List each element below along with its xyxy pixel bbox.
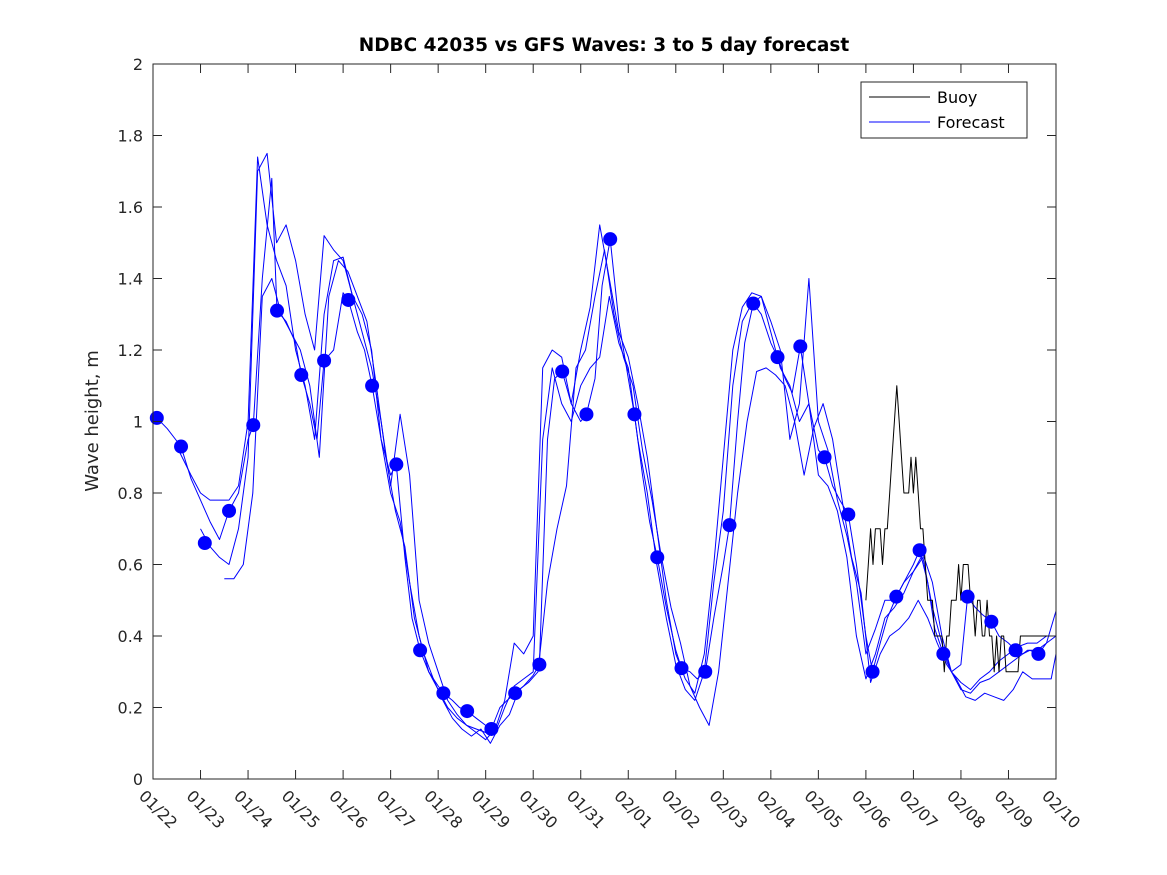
forecast-marker: [270, 303, 285, 318]
y-tick-label: 1.2: [118, 341, 143, 360]
x-tick-label: 02/02: [658, 786, 704, 832]
forecast-marker: [413, 643, 428, 658]
forecast-marker: [889, 589, 904, 604]
forecast-marker: [722, 518, 737, 533]
forecast-marker: [674, 661, 689, 676]
legend-buoy-label: Buoy: [937, 88, 977, 107]
x-tick-label: 01/23: [183, 786, 229, 832]
y-tick-label: 0.8: [118, 484, 143, 503]
forecast-marker: [149, 410, 164, 425]
x-tick-label: 01/29: [468, 786, 514, 832]
forecast-series-line: [200, 152, 1057, 741]
x-tick-label: 02/03: [705, 786, 751, 832]
forecast-marker: [508, 686, 523, 701]
buoy-series-line: [865, 385, 1056, 673]
forecast-series-line: [224, 249, 1057, 744]
forecast-marker: [770, 350, 785, 365]
x-tick-label: 02/09: [991, 786, 1037, 832]
forecast-marker: [793, 339, 808, 354]
x-tick-label: 01/24: [230, 786, 276, 832]
forecast-marker: [222, 503, 237, 518]
x-tick-label: 02/01: [610, 786, 656, 832]
forecast-marker: [555, 364, 570, 379]
forecast-marker: [365, 378, 380, 393]
forecast-marker: [317, 353, 332, 368]
forecast-marker: [650, 550, 665, 565]
x-tick-label: 02/08: [943, 786, 989, 832]
legend-forecast-label: Forecast: [937, 113, 1005, 132]
y-tick-label: 1: [133, 413, 143, 432]
legend: Buoy Forecast: [860, 81, 1028, 139]
forecast-marker: [484, 721, 499, 736]
forecast-marker: [460, 704, 475, 719]
forecast-series-line: [176, 156, 1056, 733]
forecast-marker: [960, 589, 975, 604]
forecast-marker: [174, 439, 189, 454]
x-tick-label: 01/25: [278, 786, 324, 832]
x-tick-label: 01/31: [563, 786, 609, 832]
forecast-marker: [579, 407, 594, 422]
x-tick-label: 01/27: [373, 786, 419, 832]
axis-ticks: 01/22 01/23 01/24 01/25 01/26 01/27 01/28 01/29…: [118, 55, 1085, 832]
forecast-marker: [341, 292, 356, 307]
x-tick-label: 01/22: [135, 786, 181, 832]
y-tick-label: 0.4: [118, 627, 143, 646]
forecast-marker: [841, 507, 856, 522]
forecast-marker: [389, 457, 404, 472]
plot-area: [149, 152, 1057, 744]
forecast-marker: [197, 536, 212, 551]
forecast-marker: [984, 614, 999, 629]
forecast-marker: [436, 686, 451, 701]
forecast-marker: [246, 418, 261, 433]
forecast-marker: [1008, 643, 1023, 658]
forecast-series-line: [156, 177, 1057, 730]
x-tick-label: 01/28: [420, 786, 466, 832]
x-tick-label: 02/04: [753, 786, 799, 832]
x-tick-label: 01/30: [515, 786, 561, 832]
chart-title: NDBC 42035 vs GFS Waves: 3 to 5 day fore…: [359, 35, 850, 56]
forecast-marker: [1031, 646, 1046, 661]
forecast-marker: [532, 657, 547, 672]
y-tick-label: 0.6: [118, 556, 143, 575]
y-tick-label: 1.4: [118, 270, 143, 289]
y-axis-label: Wave height, m: [82, 350, 103, 491]
forecast-marker: [627, 407, 642, 422]
y-tick-label: 0: [133, 770, 143, 789]
x-tick-label: 02/07: [896, 786, 942, 832]
y-tick-label: 1.8: [118, 127, 143, 146]
forecast-marker: [603, 232, 618, 247]
axes-box: [152, 63, 1057, 780]
legend-box: [860, 81, 1028, 139]
forecast-marker: [294, 368, 309, 383]
forecast-marker: [698, 664, 713, 679]
y-tick-label: 0.2: [118, 699, 143, 718]
x-tick-label: 02/05: [801, 786, 847, 832]
x-tick-label: 02/06: [848, 786, 894, 832]
y-tick-label: 2: [133, 55, 143, 74]
x-tick-label: 02/10: [1038, 786, 1084, 832]
y-tick-label: 1.6: [118, 198, 143, 217]
x-tick-label: 01/26: [325, 786, 371, 832]
forecast-marker: [746, 296, 761, 311]
forecast-marker: [936, 646, 951, 661]
forecast-marker: [817, 450, 832, 465]
forecast-marker: [865, 664, 880, 679]
forecast-marker: [912, 543, 927, 558]
